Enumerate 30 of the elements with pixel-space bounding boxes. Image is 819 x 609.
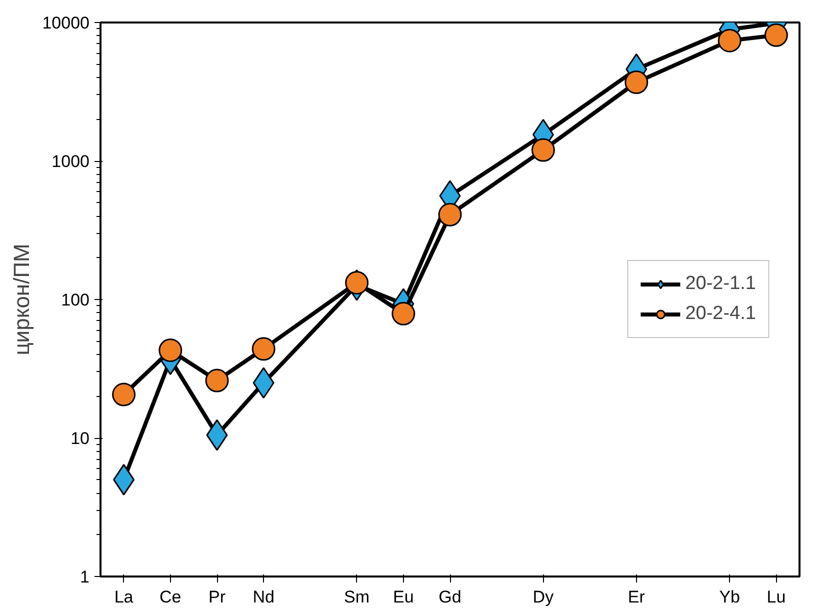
x-tick-label: Pr (208, 588, 226, 606)
x-tick-label: Er (628, 588, 646, 606)
point (392, 302, 416, 326)
x-tick-label: La (114, 588, 134, 606)
point (158, 338, 182, 362)
point (205, 368, 229, 392)
y-tick-label: 1000 (52, 152, 90, 171)
point (112, 382, 136, 406)
x-tick-label: Nd (252, 588, 274, 606)
x-tick-label: Lu (766, 588, 786, 606)
x-tick-label: Yb (719, 588, 740, 606)
point (252, 337, 276, 361)
x-tick-label: Sm (344, 588, 370, 606)
point (718, 28, 742, 52)
point (345, 271, 369, 295)
point (438, 202, 462, 226)
point (764, 23, 788, 47)
point (624, 70, 648, 94)
x-tick-label: Ce (160, 588, 182, 606)
y-tick-label: 10 (70, 429, 90, 448)
point (531, 138, 555, 162)
y-tick-label: 100 (61, 290, 90, 310)
y-axis-title: циркон/ПМ (9, 244, 34, 356)
legend-label: 20-2-4.1 (685, 303, 756, 325)
y-tick-label: 1 (80, 568, 90, 586)
x-tick-label: Gd (438, 588, 462, 606)
legend-label: 20-2-1.1 (685, 273, 756, 295)
x-tick-label: Eu (393, 588, 414, 606)
x-tick-label: Dy (532, 588, 554, 606)
y-tick-label: 10000 (42, 14, 90, 32)
